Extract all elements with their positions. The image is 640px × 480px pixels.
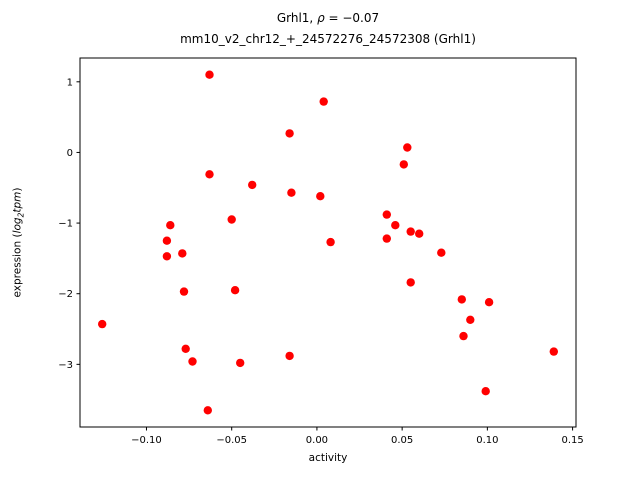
y-axis-label: expression (log2tpm) bbox=[12, 163, 27, 323]
scatter-point bbox=[457, 295, 466, 304]
scatter-point bbox=[230, 286, 240, 295]
scatter-point bbox=[188, 357, 197, 366]
x-tick-label: −0.10 bbox=[131, 435, 162, 446]
scatter-point bbox=[382, 210, 391, 219]
scatter-point bbox=[227, 215, 236, 224]
scatter-point bbox=[406, 278, 415, 287]
x-tick-label: 0.00 bbox=[306, 435, 328, 446]
y-tick-label: −1 bbox=[58, 219, 73, 230]
scatter-point bbox=[248, 180, 257, 190]
scatter-point bbox=[382, 234, 391, 243]
scatter-point bbox=[205, 70, 214, 79]
scatter-point bbox=[205, 170, 214, 179]
y-tick-label: 1 bbox=[67, 77, 73, 88]
scatter-point bbox=[403, 143, 412, 152]
y-tick-label: 0 bbox=[67, 148, 73, 159]
scatter-point bbox=[437, 248, 446, 257]
y-axis-label-log: log bbox=[11, 217, 24, 234]
scatter-point bbox=[287, 188, 296, 197]
plot-frame bbox=[79, 57, 577, 428]
x-axis-label: activity bbox=[309, 452, 348, 464]
scatter-point bbox=[162, 236, 172, 245]
x-tick-label: 0.10 bbox=[476, 435, 498, 446]
scatter-point bbox=[406, 227, 415, 236]
scatter-point bbox=[484, 298, 494, 307]
y-tick-label: −3 bbox=[58, 360, 73, 371]
scatter-point bbox=[391, 221, 400, 230]
title-rho-symbol: ρ bbox=[317, 11, 325, 25]
scatter-point bbox=[162, 252, 172, 261]
chart-title: Grhl1, ρ = −0.07 mm10_v2_chr12_+_2457227… bbox=[80, 8, 576, 50]
scatter-point bbox=[326, 237, 335, 247]
scatter-point bbox=[178, 249, 187, 258]
chart-title-line2: mm10_v2_chr12_+_24572276_24572308 (Grhl1… bbox=[180, 32, 476, 46]
y-tick-label: −2 bbox=[58, 289, 73, 300]
chart-title-line1: Grhl1, ρ = −0.07 bbox=[80, 8, 576, 29]
title-gene: Grhl1, bbox=[276, 11, 318, 25]
scatter-point bbox=[459, 331, 468, 341]
y-axis-label-text: expression ( bbox=[11, 233, 24, 298]
scatter-point bbox=[549, 347, 558, 356]
y-axis-label-sub: 2 bbox=[16, 212, 26, 218]
scatter-point bbox=[415, 229, 424, 238]
y-axis-label-close: ) bbox=[11, 187, 24, 192]
scatter-point bbox=[98, 319, 107, 329]
x-tick-label: 0.15 bbox=[561, 435, 583, 446]
x-tick-label: 0.05 bbox=[391, 435, 413, 446]
scatter-point bbox=[481, 387, 490, 396]
x-tick-label: −0.05 bbox=[216, 435, 247, 446]
scatter-point bbox=[319, 97, 328, 106]
scatter-point bbox=[236, 358, 245, 368]
scatter-point bbox=[285, 351, 294, 361]
scatter-point bbox=[181, 344, 190, 353]
y-axis-label-tpm: tpm bbox=[11, 191, 24, 213]
scatter-point bbox=[316, 192, 325, 201]
scatter-point bbox=[179, 287, 189, 296]
scatter-point bbox=[203, 406, 212, 415]
scatter-point bbox=[285, 129, 294, 138]
scatter-point bbox=[166, 221, 175, 230]
title-rho-value: = −0.07 bbox=[324, 11, 380, 25]
scatter-point bbox=[399, 160, 408, 169]
scatter-point bbox=[466, 315, 475, 324]
